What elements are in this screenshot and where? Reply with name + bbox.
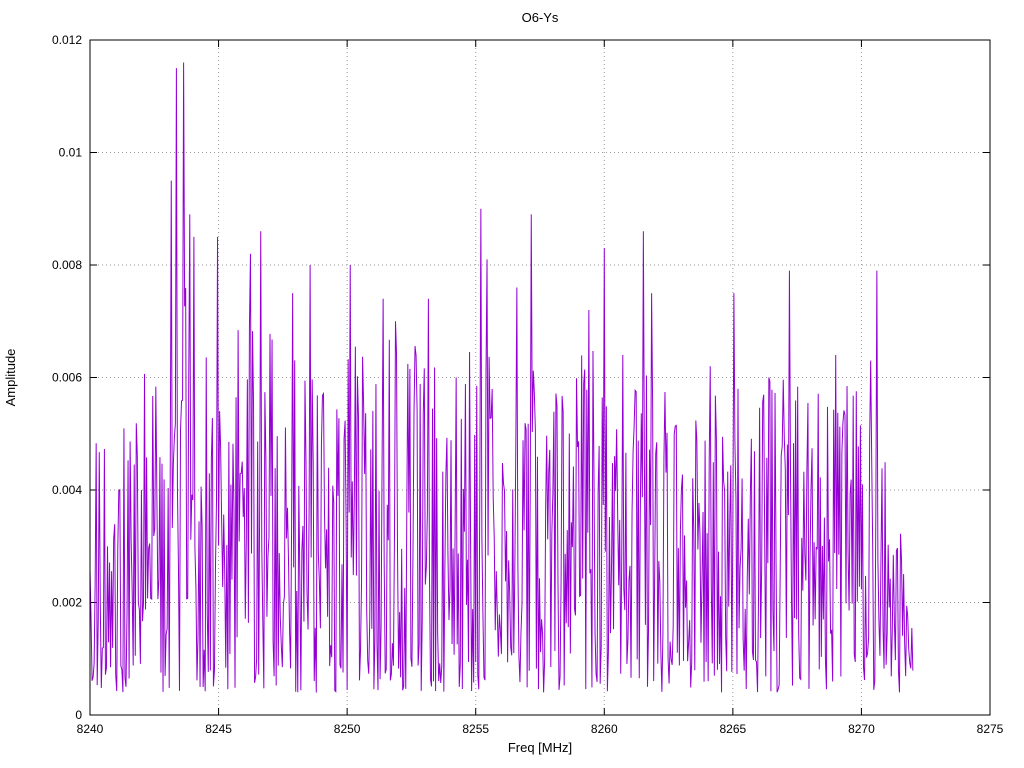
x-axis-label: Freq [MHz] (508, 740, 572, 755)
x-tick-label: 8265 (720, 722, 747, 736)
y-tick-label: 0.006 (52, 371, 82, 385)
x-tick-label: 8260 (591, 722, 618, 736)
y-tick-label: 0.012 (52, 33, 82, 47)
y-tick-label: 0.01 (59, 146, 83, 160)
y-tick-label: 0.008 (52, 258, 82, 272)
x-tick-label: 8275 (977, 722, 1004, 736)
plot-border (89, 39, 991, 716)
tick-labels: 8240 8245 8250 8255 8260 8265 8270 8275 0 0.002 0.… (52, 33, 1004, 736)
x-tick-label: 8240 (77, 722, 104, 736)
signal-trace (89, 62, 914, 693)
y-tick-label: 0.002 (52, 596, 82, 610)
y-tick-label: 0 (75, 708, 82, 722)
chart-title: O6-Ys (522, 10, 559, 25)
y-axis-label: Amplitude (3, 349, 18, 407)
x-tick-label: 8255 (462, 722, 489, 736)
x-tick-label: 8270 (848, 722, 875, 736)
x-tick-label: 8245 (205, 722, 232, 736)
x-tick-label: 8250 (334, 722, 361, 736)
y-tick-label: 0.004 (52, 483, 82, 497)
